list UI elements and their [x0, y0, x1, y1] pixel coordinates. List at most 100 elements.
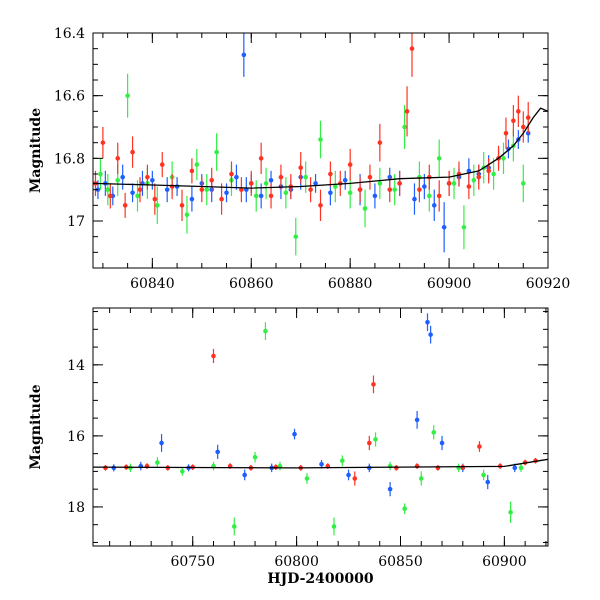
- data-point: [252, 454, 258, 460]
- data-point: [318, 137, 323, 142]
- data-point: [298, 165, 304, 171]
- data-point: [347, 162, 353, 167]
- data-point: [333, 184, 338, 189]
- data-point: [414, 417, 420, 423]
- data-point: [477, 444, 482, 449]
- x-tick-label: 60900: [427, 276, 472, 292]
- data-point: [137, 187, 143, 192]
- data-point: [273, 464, 279, 470]
- data-point: [209, 177, 214, 183]
- data-point: [150, 177, 155, 183]
- data-point: [154, 203, 160, 208]
- top-panel-frame: [92, 32, 549, 269]
- data-point: [372, 193, 378, 199]
- data-point: [319, 461, 324, 467]
- data-point: [239, 187, 244, 192]
- data-point: [485, 479, 491, 485]
- data-point: [111, 465, 117, 471]
- data-point: [304, 476, 310, 481]
- data-point: [511, 118, 516, 124]
- bottom-panel-xlabel: HJD-2400000: [267, 571, 374, 587]
- data-point: [268, 177, 274, 183]
- data-point: [204, 187, 210, 192]
- data-point: [313, 181, 318, 186]
- data-point: [120, 174, 125, 180]
- data-point: [428, 332, 433, 337]
- data-point: [105, 187, 111, 192]
- data-point: [135, 193, 140, 199]
- data-point: [303, 174, 308, 180]
- data-point: [404, 109, 410, 114]
- data-point: [248, 181, 254, 186]
- top-panel-marks: [93, 33, 548, 256]
- data-point: [373, 437, 378, 442]
- data-point: [387, 187, 393, 192]
- top-panel-ticks: 60840 60860 60880 60900 60920 16.4 16.6 16.8 17: [54, 26, 570, 292]
- data-point: [371, 382, 376, 387]
- data-point: [164, 187, 170, 192]
- data-point: [357, 187, 363, 192]
- data-point: [152, 196, 158, 202]
- bottom-panel-marks: [93, 313, 548, 536]
- data-point: [180, 469, 185, 474]
- data-point: [342, 177, 348, 183]
- x-tick-label: 60750: [170, 554, 215, 570]
- data-point: [174, 184, 180, 189]
- data-point: [268, 193, 274, 199]
- data-point: [425, 319, 430, 325]
- data-point: [224, 190, 229, 196]
- data-point: [242, 472, 247, 478]
- y-tick-label: 16: [67, 429, 85, 445]
- data-point: [125, 93, 130, 98]
- data-point: [367, 174, 373, 180]
- data-point: [516, 109, 521, 114]
- data-point: [486, 168, 491, 174]
- data-point: [466, 184, 472, 189]
- data-point: [520, 124, 526, 130]
- data-point: [461, 224, 467, 230]
- data-point: [362, 206, 368, 211]
- data-point: [258, 156, 264, 161]
- data-point: [346, 472, 351, 478]
- data-point: [115, 177, 121, 183]
- data-point: [377, 181, 383, 186]
- data-point: [159, 162, 165, 167]
- data-point: [115, 156, 121, 161]
- data-point: [258, 193, 264, 199]
- model-curve: [93, 107, 548, 189]
- data-point: [159, 440, 164, 446]
- data-point: [318, 203, 323, 208]
- data-point: [130, 149, 135, 155]
- data-point: [427, 193, 432, 199]
- x-tick-label: 60880: [328, 276, 373, 292]
- data-point: [108, 193, 113, 199]
- y-tick-label: 16.6: [54, 89, 85, 105]
- x-tick-label: 60850: [378, 554, 423, 570]
- bottom-panel: 60750 60800 60850 60900 14 16 18 Magnitude HJD…: [28, 307, 549, 587]
- data-point: [512, 465, 518, 471]
- data-point: [122, 203, 128, 208]
- data-point: [328, 171, 333, 177]
- y-tick-label: 16.8: [54, 151, 85, 167]
- data-point: [436, 156, 442, 161]
- top-panel-ylabel: Magnitude: [28, 108, 44, 193]
- data-point: [402, 506, 407, 512]
- bottom-panel-ylabel: Magnitude: [28, 384, 44, 469]
- data-point: [422, 184, 427, 189]
- data-point: [412, 196, 417, 202]
- data-point: [194, 162, 200, 167]
- data-point: [397, 181, 402, 186]
- data-point: [98, 171, 103, 177]
- x-tick-label: 60840: [130, 276, 175, 292]
- data-point: [184, 212, 190, 218]
- data-point: [308, 187, 313, 192]
- data-point: [215, 449, 220, 455]
- data-point: [214, 149, 219, 155]
- data-point: [231, 524, 237, 529]
- data-point: [436, 193, 442, 199]
- data-point: [347, 190, 353, 196]
- bottom-panel-frame: [92, 307, 549, 547]
- data-point: [103, 465, 108, 471]
- data-point: [234, 174, 239, 180]
